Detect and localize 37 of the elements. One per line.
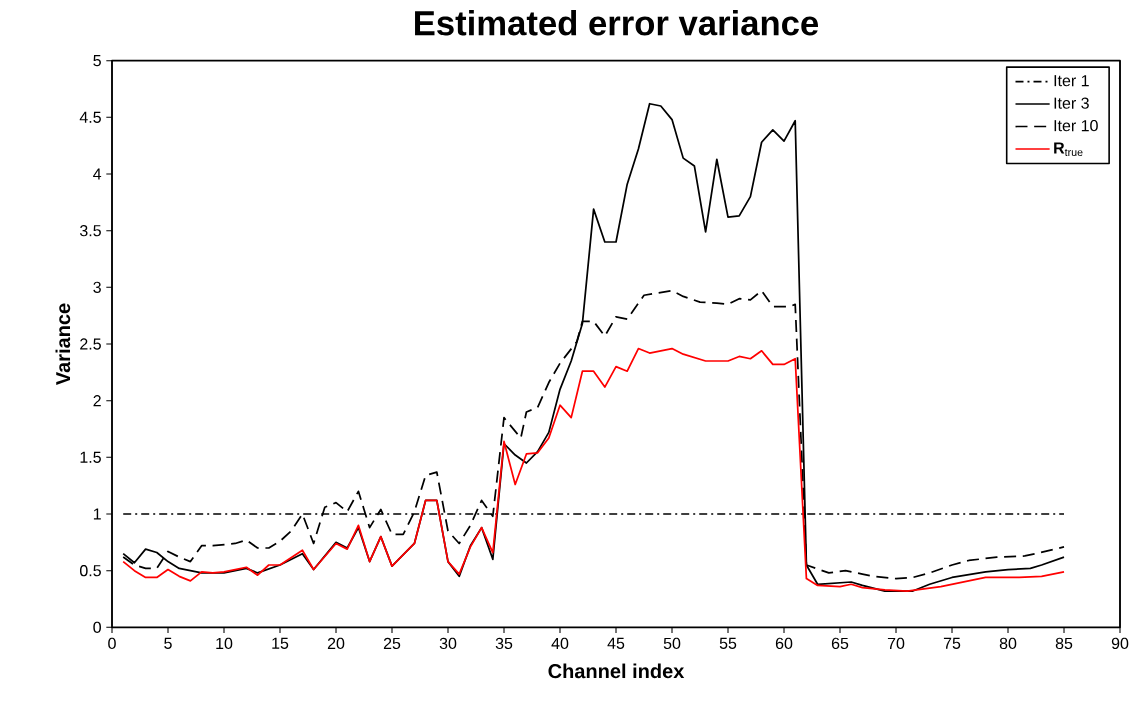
x-tick-label: 35 — [495, 637, 513, 650]
y-axis-title: Variance — [55, 303, 71, 385]
x-tick-label: 45 — [607, 637, 625, 649]
legend-label: Iter 3 — [1054, 97, 1089, 109]
y-tick-label: 3.5 — [79, 225, 101, 237]
chart-title: Estimated error variance — [415, 10, 819, 36]
x-tick-label: 65 — [831, 637, 849, 650]
x-tick-label: 25 — [383, 637, 401, 650]
legend-label: Iter 1 — [1054, 75, 1089, 87]
y-tick-label: 5 — [93, 55, 101, 67]
x-tick-label: 15 — [272, 637, 289, 649]
x-tick-label: 75 — [943, 637, 961, 649]
x-tick-label: 5 — [164, 637, 172, 649]
x-tick-label: 40 — [551, 637, 569, 650]
x-tick-label: 80 — [999, 637, 1017, 650]
x-tick-label: 60 — [775, 637, 793, 650]
x-tick-label: 10 — [216, 637, 233, 650]
x-tick-label: 70 — [887, 637, 905, 650]
y-tick-label: 4 — [93, 168, 102, 180]
x-tick-label: 20 — [327, 637, 345, 650]
legend-label: Iter 10 — [1054, 119, 1098, 132]
y-tick-label: 2 — [93, 395, 101, 407]
x-tick-label: 55 — [719, 637, 737, 649]
y-tick-label: 2.5 — [80, 338, 101, 350]
x-tick-label: 90 — [1111, 637, 1129, 650]
y-tick-label: 1.5 — [80, 451, 101, 463]
y-tick-label: 0 — [93, 621, 101, 633]
y-tick-label: 0.5 — [79, 565, 101, 577]
x-tick-label: 0 — [108, 637, 116, 650]
y-tick-label: 3 — [93, 281, 101, 293]
y-tick-label: 1 — [93, 508, 101, 520]
legend-label: R$_{true}$ — [1054, 142, 1083, 156]
x-tick-label: 30 — [439, 637, 457, 650]
x-axis-title: Channel index — [548, 663, 685, 679]
x-tick-label: 85 — [1055, 637, 1073, 650]
y-tick-label: 4.5 — [79, 111, 101, 123]
x-tick-label: 50 — [663, 637, 681, 650]
